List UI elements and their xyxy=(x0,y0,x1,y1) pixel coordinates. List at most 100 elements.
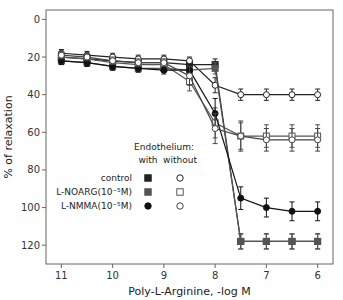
error-bar xyxy=(187,57,192,65)
error-bar xyxy=(110,57,115,65)
data-point xyxy=(238,133,244,139)
y-tick-label: 60 xyxy=(27,127,40,138)
data-point xyxy=(58,52,64,58)
data-point xyxy=(84,54,90,60)
data-point xyxy=(135,60,141,66)
data-point xyxy=(161,60,167,66)
error-bar xyxy=(136,59,141,67)
legend-column-header: without xyxy=(163,155,197,165)
error-bar xyxy=(238,234,243,249)
data-point xyxy=(315,238,321,244)
series xyxy=(58,50,320,101)
legend-marker xyxy=(177,203,183,209)
x-tick-label: 8 xyxy=(212,270,218,281)
data-point xyxy=(315,238,321,244)
error-bar xyxy=(315,234,320,249)
series xyxy=(58,51,320,151)
data-point xyxy=(289,238,295,244)
x-tick xyxy=(317,264,318,268)
x-axis-label: Poly-L-Arginine, -log M xyxy=(128,285,250,298)
error-bar xyxy=(264,234,269,249)
series-line xyxy=(61,55,317,140)
error-bar xyxy=(290,234,295,249)
y-tick xyxy=(42,94,46,95)
data-point xyxy=(110,58,116,64)
error-bar xyxy=(264,129,269,152)
legend-label: L-NMMA(10⁻⁵M) xyxy=(61,201,132,211)
error-bar xyxy=(238,187,243,210)
data-point xyxy=(263,205,269,211)
y-tick-label: 0 xyxy=(34,14,40,25)
legend: Endothelium: with without control L-NOARG(10… xyxy=(56,142,197,211)
data-point xyxy=(263,238,269,244)
y-axis-label: % of relaxation xyxy=(2,95,15,178)
series-line xyxy=(61,57,317,136)
y-tick xyxy=(42,245,46,246)
legend-label: control xyxy=(101,173,132,183)
error-bar xyxy=(290,234,295,249)
x-tick xyxy=(266,264,267,268)
data-point xyxy=(238,238,244,244)
x-tick xyxy=(112,264,113,268)
series xyxy=(58,57,320,249)
error-bar xyxy=(161,59,166,67)
x-tick xyxy=(163,264,164,268)
y-tick-label: 20 xyxy=(27,52,40,63)
error-bar xyxy=(290,202,295,221)
error-bar xyxy=(315,202,320,221)
error-bar xyxy=(59,51,64,59)
x-tick-label: 9 xyxy=(161,270,167,281)
data-point xyxy=(263,92,269,98)
data-point xyxy=(315,92,321,98)
y-tick xyxy=(42,57,46,58)
legend-marker xyxy=(145,189,151,195)
plot-area xyxy=(58,50,320,249)
legend-title: Endothelium: xyxy=(134,142,194,152)
legend-label: L-NOARG(10⁻⁵M) xyxy=(56,187,132,197)
y-tick xyxy=(42,207,46,208)
error-bar xyxy=(238,121,243,151)
data-point xyxy=(238,195,244,201)
y-tick xyxy=(42,19,46,20)
data-point xyxy=(315,208,321,214)
data-point xyxy=(289,92,295,98)
y-tick-label: 40 xyxy=(27,89,40,100)
legend-column-header: with xyxy=(138,155,157,165)
error-bar xyxy=(85,53,90,61)
data-point xyxy=(187,73,193,79)
data-point xyxy=(135,60,141,66)
error-bar xyxy=(161,66,166,74)
error-bar xyxy=(110,57,115,65)
error-bar xyxy=(213,113,218,143)
error-bar xyxy=(187,66,192,85)
y-tick-label: 100 xyxy=(21,202,40,213)
plot-frame xyxy=(46,10,333,264)
error-bar xyxy=(264,89,269,100)
x-tick-label: 6 xyxy=(314,270,320,281)
legend-marker xyxy=(177,175,183,181)
data-point xyxy=(212,65,218,71)
data-point xyxy=(315,137,321,143)
error-bar xyxy=(161,59,166,67)
error-bar xyxy=(290,129,295,152)
x-tick-label: 10 xyxy=(106,270,119,281)
error-bar xyxy=(264,198,269,217)
data-point xyxy=(238,238,244,244)
y-tick-label: 80 xyxy=(27,164,40,175)
error-bar xyxy=(315,129,320,152)
x-tick-label: 7 xyxy=(263,270,269,281)
error-bar xyxy=(238,89,243,100)
data-point xyxy=(289,208,295,214)
legend-marker xyxy=(177,189,183,195)
series xyxy=(58,53,320,149)
data-point xyxy=(110,58,116,64)
y-tick-label: 120 xyxy=(21,240,40,251)
data-point xyxy=(289,137,295,143)
error-bar xyxy=(136,59,141,67)
series-line xyxy=(61,57,317,241)
y-tick xyxy=(42,169,46,170)
error-bar xyxy=(315,89,320,100)
data-point xyxy=(263,137,269,143)
x-tick-label: 11 xyxy=(55,270,68,281)
y-tick xyxy=(42,132,46,133)
